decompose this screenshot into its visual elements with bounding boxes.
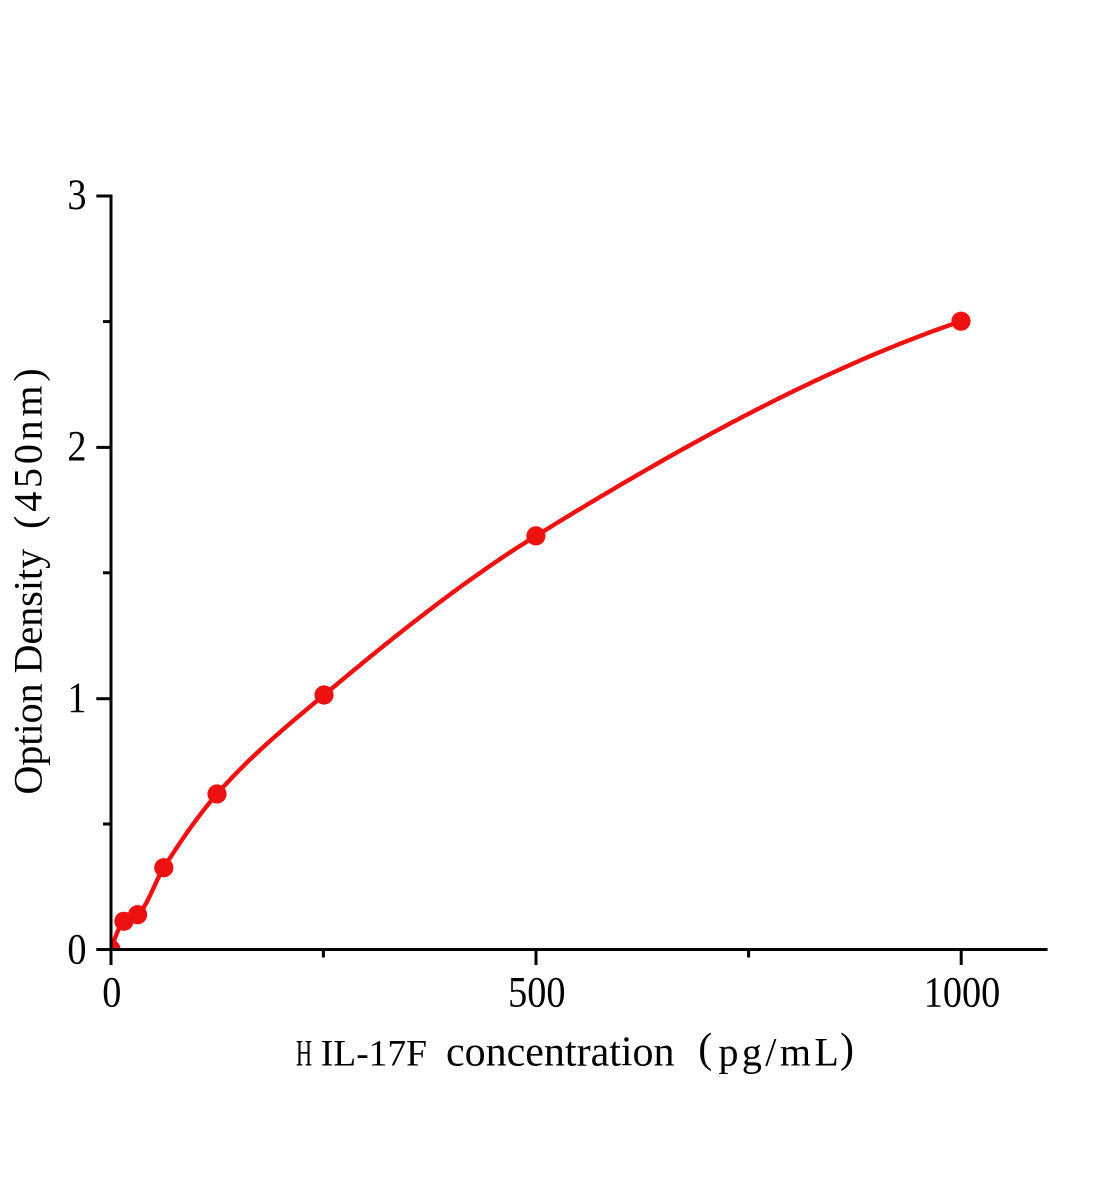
svg-text:0: 0 <box>102 967 121 1016</box>
svg-text:Option Density(450nm): Option Density(450nm) <box>6 365 51 795</box>
svg-text:concentration: concentration <box>446 1029 675 1075</box>
svg-text:3: 3 <box>67 170 86 219</box>
svg-text:500: 500 <box>508 967 565 1016</box>
svg-text:): ) <box>840 1026 854 1072</box>
svg-text:pg/mL: pg/mL <box>719 1029 843 1074</box>
svg-text:IL-17F: IL-17F <box>321 1033 427 1074</box>
svg-text:1: 1 <box>67 673 86 722</box>
svg-text:2: 2 <box>67 421 86 470</box>
svg-text:0: 0 <box>67 924 86 973</box>
svg-text:(: ( <box>698 1026 712 1072</box>
svg-text:1000: 1000 <box>924 967 1001 1016</box>
svg-text:H: H <box>296 1031 312 1073</box>
